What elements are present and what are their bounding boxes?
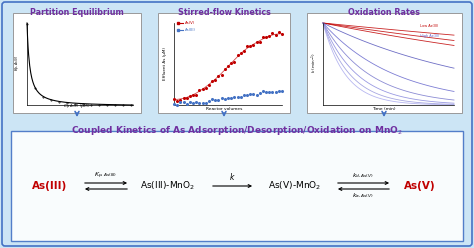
Text: As(III)-MnO$_2$: As(III)-MnO$_2$ [140, 180, 196, 192]
Point [272, 33, 280, 37]
Point [278, 89, 286, 93]
Text: $k$ (min$^{-1}$): $k$ (min$^{-1}$) [310, 53, 319, 73]
Text: Effluent As (μM): Effluent As (μM) [163, 47, 167, 80]
Point [230, 60, 238, 64]
Point [259, 35, 267, 39]
FancyBboxPatch shape [158, 13, 290, 113]
Point [218, 96, 226, 100]
Point [173, 103, 181, 107]
Point [246, 44, 254, 48]
Point [234, 95, 241, 99]
Point [246, 92, 254, 95]
FancyBboxPatch shape [11, 131, 463, 241]
Point [250, 43, 257, 47]
Point [221, 97, 228, 101]
Point [269, 90, 276, 94]
Point [237, 95, 245, 99]
Point [253, 93, 260, 97]
Point [228, 96, 235, 100]
Text: $K_{p,As(V)}$: $K_{p,As(V)}$ [14, 55, 22, 71]
Point [253, 40, 260, 44]
Text: As(V)-MnO$_2$: As(V)-MnO$_2$ [268, 180, 322, 192]
Point [262, 35, 270, 39]
Point [202, 86, 210, 90]
Point [224, 96, 232, 100]
Point [202, 101, 210, 105]
Text: $k_{d,As(V)}$: $k_{d,As(V)}$ [352, 172, 374, 180]
Point [183, 96, 191, 100]
Point [199, 87, 206, 91]
Text: As(V): As(V) [185, 21, 195, 25]
Text: As(III): As(III) [185, 28, 196, 32]
Text: Coupled Kinetics of As Adsorption/Desorption/Oxidation on MnO$_2$: Coupled Kinetics of As Adsorption/Desorp… [71, 124, 403, 137]
FancyBboxPatch shape [307, 13, 462, 113]
Point [192, 100, 200, 104]
Text: $K_{p,As(III)}$: $K_{p,As(III)}$ [94, 171, 118, 181]
Text: Reactor volumes: Reactor volumes [206, 107, 242, 111]
Point [256, 91, 264, 95]
Point [211, 98, 219, 102]
FancyBboxPatch shape [2, 2, 472, 246]
Point [256, 40, 264, 44]
Point [215, 74, 222, 78]
Point [278, 32, 286, 36]
Point [224, 64, 232, 68]
Point [275, 89, 283, 93]
Point [180, 100, 187, 104]
Text: $C_{p,As(V)}$ (μM): $C_{p,As(V)}$ (μM) [63, 102, 91, 111]
Point [186, 100, 194, 104]
Point [265, 90, 273, 94]
Point [240, 49, 248, 53]
Text: $k$: $k$ [228, 172, 235, 183]
Point [199, 101, 206, 105]
Point [243, 44, 251, 48]
Point [176, 97, 184, 101]
Point [209, 97, 216, 101]
Point [262, 90, 270, 94]
Point [228, 61, 235, 65]
Point [189, 93, 197, 97]
Point [189, 101, 197, 105]
Text: $k_{a,As(V)}$: $k_{a,As(V)}$ [352, 192, 374, 200]
Text: As(V): As(V) [404, 181, 436, 191]
Text: High As(III): High As(III) [420, 34, 439, 38]
Point [234, 53, 241, 57]
Point [192, 93, 200, 97]
Point [272, 90, 280, 94]
Point [205, 99, 213, 103]
Point [173, 99, 181, 103]
Text: Partition Equilibrium: Partition Equilibrium [30, 8, 124, 17]
Point [183, 102, 191, 106]
Text: Stirred-flow Kinetics: Stirred-flow Kinetics [178, 8, 271, 17]
Point [170, 102, 178, 106]
Text: Oxidation Rates: Oxidation Rates [348, 8, 420, 17]
Point [176, 100, 184, 104]
FancyBboxPatch shape [13, 13, 141, 113]
Point [259, 89, 267, 93]
Text: Time (min): Time (min) [372, 107, 396, 111]
Point [250, 92, 257, 96]
Point [215, 98, 222, 102]
Point [240, 93, 248, 97]
Point [170, 97, 178, 101]
Point [243, 93, 251, 97]
Point [196, 88, 203, 92]
Point [196, 101, 203, 105]
Text: Low As(III): Low As(III) [420, 24, 438, 28]
Point [237, 52, 245, 56]
Point [211, 78, 219, 82]
Point [221, 67, 228, 71]
Point [230, 95, 238, 99]
Text: As(III): As(III) [32, 181, 68, 191]
Point [180, 96, 187, 100]
Point [209, 79, 216, 83]
Point [205, 83, 213, 87]
Point [218, 73, 226, 77]
Point [265, 34, 273, 38]
Point [186, 94, 194, 98]
Point [269, 31, 276, 35]
Point [275, 30, 283, 34]
